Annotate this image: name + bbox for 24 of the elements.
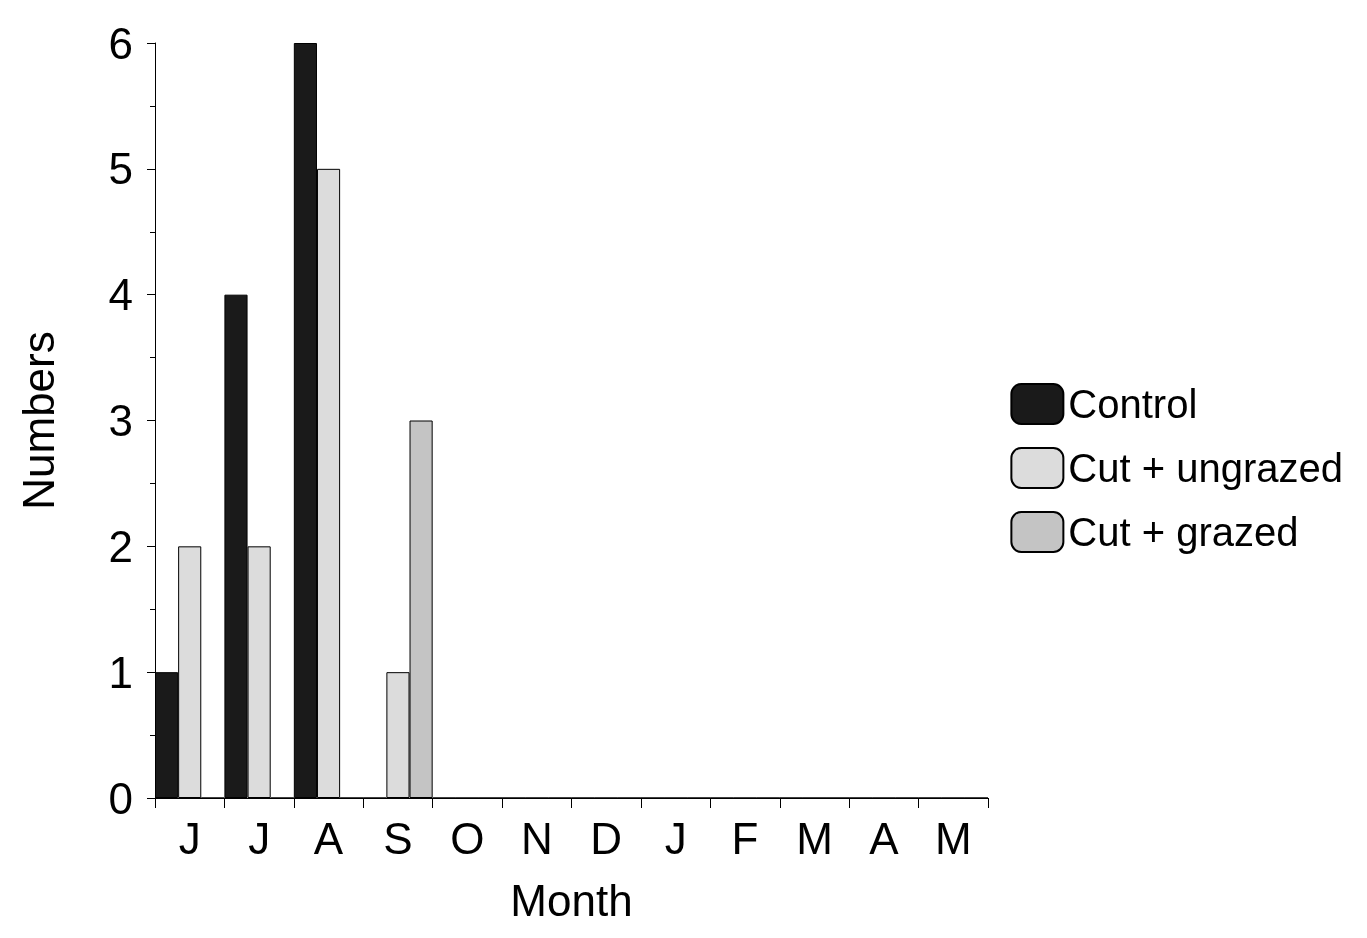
- x-tick-label: A: [313, 813, 344, 863]
- y-tick-label: 1: [108, 647, 133, 697]
- x-tick-label: M: [934, 813, 972, 863]
- x-tick-label: J: [178, 813, 201, 863]
- y-axis-title: Numbers: [13, 331, 63, 510]
- y-tick-label: 0: [108, 773, 133, 823]
- x-tick-label: A: [869, 813, 900, 863]
- y-tick-label: 6: [108, 18, 133, 68]
- x-tick-label: D: [590, 813, 623, 863]
- legend-label: Cut + ungrazed: [1068, 446, 1344, 490]
- x-axis-title: Month: [510, 875, 633, 925]
- y-tick-label: 2: [108, 521, 133, 571]
- x-tick-label: J: [664, 813, 687, 863]
- y-tick-label: 3: [108, 396, 133, 445]
- y-tick-label: 5: [108, 144, 133, 194]
- x-tick-label: N: [520, 813, 553, 863]
- y-tick-label: 4: [108, 270, 133, 320]
- x-tick-label: M: [796, 813, 833, 863]
- x-tick-label: J: [248, 813, 271, 863]
- x-tick-label: O: [450, 813, 485, 863]
- x-tick-label: S: [383, 813, 413, 863]
- legend-label: Cut + grazed: [1068, 510, 1299, 554]
- legend-label: Control: [1068, 382, 1198, 426]
- x-tick-label: F: [731, 813, 759, 863]
